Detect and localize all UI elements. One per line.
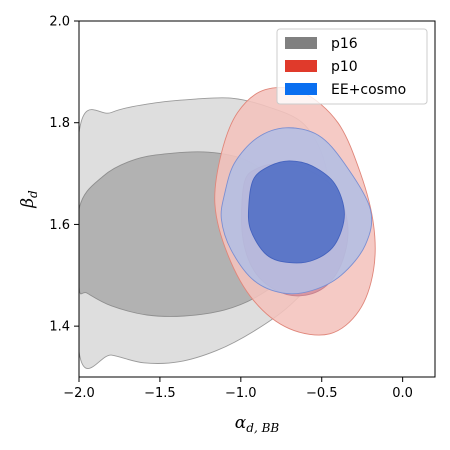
legend-swatch [285,83,317,95]
y-axis-subscript: d [26,190,40,198]
x-axis-symbol: α [235,413,247,433]
legend-swatch [285,37,317,49]
x-tick-label: 0.0 [392,386,413,401]
x-tick-label: −2.0 [63,386,95,401]
legend-label: EE+cosmo [331,82,406,98]
y-tick-label: 1.6 [49,218,70,233]
x-axis-subscript: d, BB [246,421,279,435]
legend: p16 p10 EE+cosmo [276,28,428,105]
x-tick-label: −0.5 [306,386,338,401]
x-axis-label: αd, BB [235,413,280,435]
plot-frame [78,20,436,378]
y-axis-symbol: β [18,198,38,209]
x-tick-label: −1.0 [225,386,257,401]
legend-swatch [285,60,317,72]
y-tick-label: 2.0 [49,15,70,30]
y-tick-label: 1.4 [49,320,70,335]
y-axis-label: βd [18,190,40,209]
y-axis: 1.4 1.6 1.8 2.0 [49,15,79,335]
y-tick-label: 1.8 [49,116,70,131]
legend-label: p10 [331,59,358,75]
legend-label: p16 [331,36,358,52]
ee-cosmo-contour-68 [247,160,345,264]
contour-layer [79,87,376,369]
x-axis: −2.0 −1.5 −1.0 −0.5 0.0 [63,377,413,401]
x-tick-label: −1.5 [144,386,176,401]
